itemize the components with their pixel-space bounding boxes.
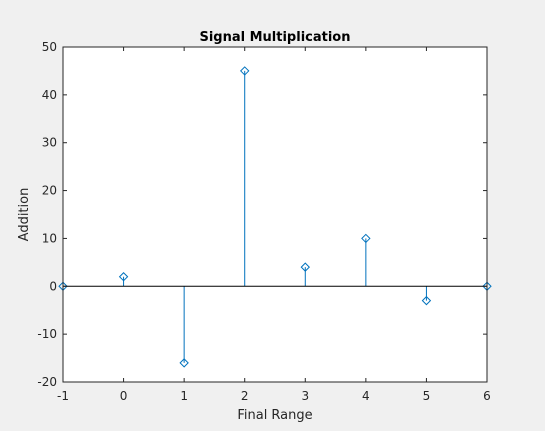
x-tick-label: 5 bbox=[423, 389, 431, 403]
x-tick-label: 6 bbox=[483, 389, 491, 403]
y-tick-label: 0 bbox=[49, 279, 57, 293]
y-tick-label: -10 bbox=[37, 327, 57, 341]
x-axis-label: Final Range bbox=[237, 408, 312, 423]
stem-marker bbox=[240, 66, 250, 76]
x-tick-label: 3 bbox=[301, 389, 309, 403]
x-tick-label: -1 bbox=[57, 389, 69, 403]
chart-title: Signal Multiplication bbox=[199, 30, 350, 45]
x-axis-ticks: -1 0 1 2 3 4 5 6 bbox=[57, 47, 491, 403]
stem-marker bbox=[300, 262, 310, 272]
stem-marker bbox=[421, 295, 432, 306]
y-tick-label: 40 bbox=[42, 88, 57, 102]
y-axis-label: Addition bbox=[17, 188, 32, 242]
stem-marker bbox=[118, 272, 129, 282]
y-tick-label: 30 bbox=[42, 136, 57, 150]
x-tick-label: 2 bbox=[241, 389, 249, 403]
y-tick-label: 20 bbox=[42, 184, 57, 198]
y-axis-ticks: -20 -10 0 10 20 30 40 50 bbox=[37, 40, 487, 389]
x-tick-label: 0 bbox=[120, 389, 128, 403]
plot-area bbox=[63, 47, 487, 382]
stem-marker bbox=[361, 233, 371, 244]
x-tick-label: 1 bbox=[180, 389, 188, 403]
stem-marker bbox=[179, 358, 189, 368]
y-tick-label: 10 bbox=[42, 231, 57, 245]
plot-frame bbox=[62, 46, 488, 383]
x-tick-label: 4 bbox=[362, 389, 370, 403]
y-tick-label: 50 bbox=[42, 40, 57, 54]
y-tick-label: -20 bbox=[37, 375, 57, 389]
